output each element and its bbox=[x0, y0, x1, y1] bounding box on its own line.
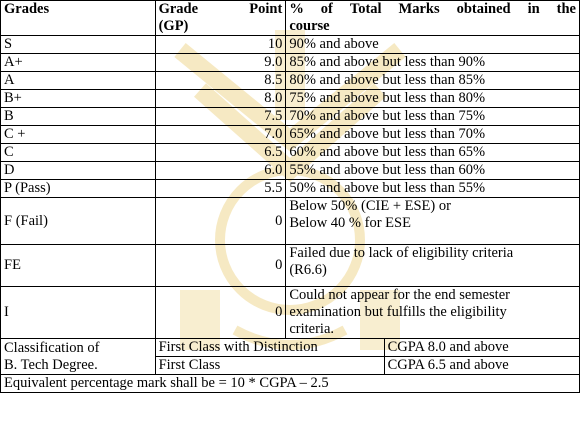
grade-cell: C + bbox=[0, 125, 156, 144]
fail-line1: Below 50% (CIE + ESE) or bbox=[289, 198, 451, 214]
classification-label: Classification of B. Tech Degree. bbox=[0, 338, 156, 375]
header-pct-line2: course bbox=[289, 18, 330, 34]
header-pct-word: Total bbox=[349, 1, 382, 17]
grade-point-cell: 8.5 bbox=[154, 71, 287, 90]
header-pct-word: in bbox=[527, 1, 540, 17]
classification-row: Classification of B. Tech Degree. First … bbox=[0, 338, 581, 375]
grade-point-cell: 6.0 bbox=[154, 161, 287, 180]
classification-cell: First Class with Distinction CGPA 8.0 an… bbox=[154, 338, 581, 357]
header-pct-word: of bbox=[320, 1, 333, 17]
percentage-cell: 70% and above but less than 75% bbox=[285, 107, 580, 126]
percentage-cell: 55% and above but less than 60% bbox=[285, 161, 580, 180]
percentage-cell: 85% and above but less than 90% bbox=[285, 53, 580, 72]
percentage-cell: Below 50% (CIE + ESE) or Below 40 % for … bbox=[285, 197, 580, 245]
grade-cell: A bbox=[0, 71, 156, 90]
fail-line2: Below 40 % for ESE bbox=[289, 215, 411, 231]
percentage-cell: 90% and above bbox=[285, 35, 580, 54]
grade-cell: FE bbox=[0, 244, 156, 287]
percentage-cell: Could not appear for the end semester ex… bbox=[285, 286, 580, 339]
classification-cell: First Class CGPA 6.5 and above bbox=[154, 356, 581, 375]
grade-point-cell: 8.0 bbox=[154, 89, 287, 108]
percentage-cell: Failed due to lack of eligibility criter… bbox=[285, 244, 580, 287]
grade-point-cell: 0 bbox=[154, 197, 287, 245]
table-row: P (Pass) 5.5 50% and above but less than 5… bbox=[0, 179, 580, 198]
incomplete-line3: criteria. bbox=[289, 321, 335, 337]
table-row: C 6.5 60% and above but less than 65% bbox=[0, 143, 580, 162]
grade-point-cell: 7.5 bbox=[154, 107, 287, 126]
incomplete-line1: Could not appear for the end semester bbox=[289, 287, 510, 303]
grade-cell: B+ bbox=[0, 89, 156, 108]
table-row: S 10 90% and above bbox=[0, 35, 580, 54]
table-row-fe: FE 0 Failed due to lack of eligibility c… bbox=[0, 244, 580, 287]
fe-line1: Failed due to lack of eligibility criter… bbox=[289, 245, 514, 261]
header-grade-point: Grade Point (GP) bbox=[154, 0, 287, 36]
header-pct-line1: % of Total Marks obtained in the bbox=[289, 1, 576, 18]
table-row: B 7.5 70% and above but less than 75% bbox=[0, 107, 580, 126]
grade-point-cell: 9.0 bbox=[154, 53, 287, 72]
percentage-cell: 65% and above but less than 70% bbox=[285, 125, 580, 144]
table-row: A 8.5 80% and above but less than 85% bbox=[0, 71, 580, 90]
header-row: Grades Grade Point (GP) % of Total Marks… bbox=[0, 0, 580, 36]
header-grades: Grades bbox=[0, 0, 156, 36]
table-row-incomplete: I 0 Could not appear for the end semeste… bbox=[0, 286, 580, 339]
header-percentage: % of Total Marks obtained in the course bbox=[285, 0, 580, 36]
class-cgpa: CGPA 8.0 and above bbox=[387, 339, 509, 355]
header-pct-word: Marks bbox=[398, 1, 440, 17]
table-row-fail: F (Fail) 0 Below 50% (CIE + ESE) or Belo… bbox=[0, 197, 580, 245]
grade-point-cell: 7.0 bbox=[154, 125, 287, 144]
grade-point-cell: 6.5 bbox=[154, 143, 287, 162]
grade-cell: P (Pass) bbox=[0, 179, 156, 198]
percentage-cell: 75% and above but less than 80% bbox=[285, 89, 580, 108]
grade-point-cell: 0 bbox=[154, 244, 287, 287]
class-cgpa: CGPA 6.5 and above bbox=[387, 357, 509, 373]
header-pct-word: % bbox=[289, 1, 304, 17]
class-name: First Class with Distinction bbox=[156, 339, 385, 356]
header-pct-word: obtained bbox=[456, 1, 511, 17]
percentage-cell: 50% and above but less than 55% bbox=[285, 179, 580, 198]
header-grade-word: Grade bbox=[158, 1, 199, 17]
fe-line2: (R6.6) bbox=[289, 262, 327, 278]
table-row: B+ 8.0 75% and above but less than 80% bbox=[0, 89, 580, 108]
classification-label-line1: Classification of bbox=[4, 339, 100, 356]
incomplete-line2: examination but fulfills the eligibility bbox=[289, 304, 507, 320]
header-point-word: Point bbox=[249, 1, 283, 17]
classification-label-line2: B. Tech Degree. bbox=[4, 356, 98, 373]
grade-cell: D bbox=[0, 161, 156, 180]
classification-row: First Class CGPA 6.5 and above bbox=[1, 356, 581, 375]
header-pct-word: the bbox=[556, 1, 576, 17]
table-row: A+ 9.0 85% and above but less than 90% bbox=[0, 53, 580, 72]
grade-point-cell: 0 bbox=[154, 286, 287, 339]
grade-point-cell: 5.5 bbox=[154, 179, 287, 198]
equivalent-percentage-note: Equivalent percentage mark shall be = 10… bbox=[0, 374, 580, 393]
grade-cell: B bbox=[0, 107, 156, 126]
percentage-cell: 60% and above but less than 65% bbox=[285, 143, 580, 162]
grade-cell: S bbox=[0, 35, 156, 54]
table-row: C +7.0 65% and above but less than 70% bbox=[0, 125, 580, 144]
table-row: D 6.0 55% and above but less than 60% bbox=[0, 161, 580, 180]
grade-cell: A+ bbox=[0, 53, 156, 72]
footer-row: Equivalent percentage mark shall be = 10… bbox=[0, 374, 580, 393]
grade-point-cell: 10 bbox=[154, 35, 287, 54]
grades-table: Grades Grade Point (GP) % of Total Marks… bbox=[0, 0, 581, 393]
percentage-cell: 80% and above but less than 85% bbox=[285, 71, 580, 90]
class-name: First Class bbox=[156, 357, 385, 374]
grade-cell: I bbox=[0, 286, 156, 339]
header-gp-abbrev: (GP) bbox=[158, 18, 189, 34]
grade-cell: C bbox=[0, 143, 156, 162]
grade-cell: F (Fail) bbox=[0, 197, 156, 245]
